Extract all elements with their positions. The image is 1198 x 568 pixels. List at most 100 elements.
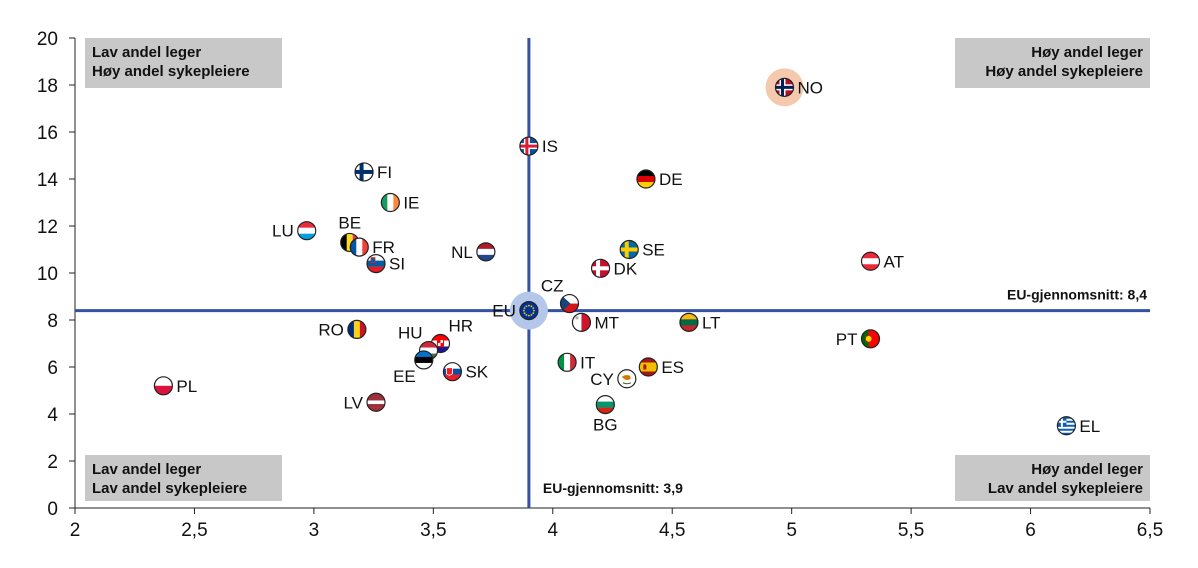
- quadrant-label-top-right: Høy andel leger Høy andel sykepleiere: [955, 38, 1150, 88]
- point-label-de: DE: [659, 170, 683, 189]
- flag-marker-se: [619, 239, 639, 260]
- flag-outline: [571, 312, 592, 332]
- eu-average-horizontal-label: EU-gjennomsnitt: 8,4: [1007, 287, 1147, 303]
- point-cy: CY: [590, 369, 637, 389]
- point-label-lt: LT: [702, 313, 721, 332]
- point-lu: LU: [272, 221, 317, 241]
- point-label-ro: RO: [318, 320, 344, 339]
- point-sk: SK: [442, 362, 489, 382]
- point-label-be: BE: [338, 213, 361, 232]
- flag-marker-pl: [153, 376, 173, 396]
- quadrant-label-bottom-left: Lav andel leger Lav andel sykepleiere: [85, 455, 282, 501]
- flag-marker-ie: [380, 192, 400, 213]
- y-tick-label: 14: [37, 170, 59, 191]
- flag-outline: [366, 254, 386, 274]
- y-tick-label: 18: [37, 76, 58, 97]
- y-tick-label: 4: [47, 405, 58, 426]
- flag-marker-si: [366, 254, 386, 274]
- point-ie: IE: [380, 192, 419, 213]
- point-lv: LV: [343, 392, 386, 412]
- point-fr: FR: [349, 237, 395, 257]
- flag-marker-el: [1056, 416, 1076, 436]
- x-tick-label: 4,5: [659, 520, 685, 541]
- point-label-pt: PT: [836, 330, 858, 349]
- flag-marker-no: [774, 77, 795, 97]
- point-label-fi: FI: [377, 163, 392, 182]
- flag-marker-it: [557, 352, 577, 372]
- point-label-cz: CZ: [541, 277, 564, 296]
- point-label-el: EL: [1079, 417, 1100, 436]
- flag-marker-lt: [679, 312, 699, 332]
- point-si: SI: [366, 254, 405, 274]
- flag-marker-at: [860, 251, 881, 271]
- point-label-at: AT: [884, 252, 904, 271]
- point-label-es: ES: [661, 358, 684, 377]
- eu-average-vertical-label: EU-gjennomsnitt: 3,9: [543, 480, 683, 496]
- point-bg: BG: [593, 395, 618, 435]
- point-label-hr: HR: [449, 317, 474, 336]
- point-dk: DK: [590, 258, 638, 278]
- x-tick-label: 3: [309, 520, 320, 541]
- point-nl: NL: [451, 242, 496, 262]
- point-label-ee: EE: [393, 367, 416, 386]
- x-tick-label: 5: [786, 520, 797, 541]
- y-tick-label: 0: [47, 499, 58, 520]
- flag-outline: [354, 162, 374, 182]
- flag-outline: [860, 251, 881, 271]
- flag-marker-lu: [297, 221, 317, 241]
- x-tick-label: 2,5: [181, 520, 207, 541]
- flag-marker-is: [519, 136, 539, 156]
- flag-marker-pt: [860, 329, 881, 349]
- x-tick-label: 5,5: [898, 520, 924, 541]
- point-label-sk: SK: [465, 363, 488, 382]
- flag-outline: [619, 239, 639, 260]
- flag-marker-dk: [590, 258, 611, 278]
- flag-marker-ee: [414, 350, 434, 370]
- quadrant-label-bottom-left-line: Lav andel sykepleiere: [92, 480, 247, 497]
- point-label-is: IS: [542, 137, 558, 156]
- point-label-si: SI: [389, 255, 405, 274]
- point-lt: LT: [679, 312, 721, 332]
- flag-outline: [347, 319, 367, 339]
- point-se: SE: [619, 239, 665, 260]
- point-label-lu: LU: [272, 222, 294, 241]
- quadrant-label-top-left-line: Lav andel leger: [92, 44, 201, 61]
- flag-outline: [414, 350, 434, 370]
- point-it: IT: [557, 352, 595, 372]
- point-es: ES: [638, 357, 684, 377]
- flag-outline: [557, 352, 577, 372]
- flag-outline: [774, 77, 795, 97]
- x-tick-label: 6,5: [1137, 520, 1163, 541]
- point-label-nl: NL: [451, 243, 473, 262]
- flag-marker-de: [636, 169, 656, 189]
- flag-outline: [559, 293, 580, 314]
- flag-marker-cz: [559, 293, 580, 314]
- flag-marker-sk: [442, 362, 463, 382]
- point-at: AT: [860, 251, 904, 271]
- quadrant-label-top-left-line: Høy andel sykepleiere: [92, 63, 250, 80]
- reference-lines: EU-gjennomsnitt: 3,9 EU-gjennomsnitt: 8,4: [75, 38, 1150, 508]
- x-tick-label: 6: [1025, 520, 1036, 541]
- point-de: DE: [636, 169, 683, 189]
- point-label-dk: DK: [614, 259, 638, 278]
- flag-outline: [476, 242, 496, 262]
- quadrant-label-bottom-left-line: Lav andel leger: [92, 461, 201, 478]
- quadrant-label-bottom-right-bg: [955, 455, 1150, 501]
- point-pl: PL: [153, 376, 197, 396]
- y-tick-label: 20: [37, 29, 58, 50]
- flag-marker-cy: [617, 369, 637, 389]
- quadrant-label-top-right-bg: [955, 38, 1150, 88]
- quadrant-label-top-right-line: Høy andel sykepleiere: [985, 63, 1143, 80]
- point-ro: RO: [318, 319, 367, 339]
- flag-outline: [638, 357, 658, 377]
- x-tick-label: 2: [70, 520, 81, 541]
- flag-outline: [595, 395, 615, 415]
- flag-outline: [349, 237, 369, 257]
- y-tick-label: 12: [37, 217, 58, 238]
- flag-outline: [1056, 416, 1076, 436]
- flag-outline: [636, 169, 656, 189]
- quadrant-label-bottom-left-bg: [85, 455, 282, 501]
- quadrant-label-top-right-line: Høy andel leger: [1031, 44, 1143, 61]
